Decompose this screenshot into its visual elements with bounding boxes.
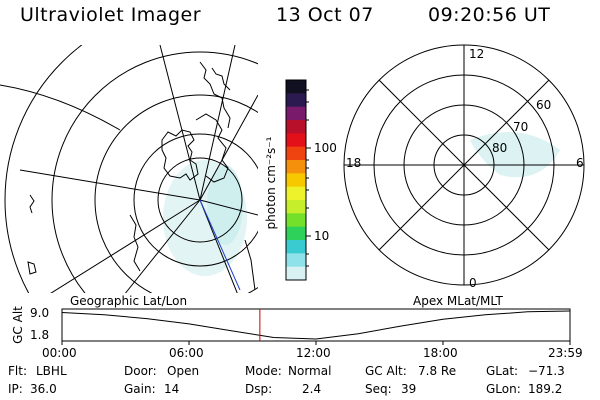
spacecraft-track — [199, 199, 241, 291]
status-label: GLon: — [486, 382, 521, 396]
mlat-label-70: 70 — [513, 120, 529, 134]
lat-circle — [4, 45, 83, 293]
meridian-line — [50, 199, 201, 293]
status-label: GLat: — [486, 364, 519, 378]
meridian-line — [159, 45, 201, 201]
colorbar-segment — [286, 240, 306, 254]
status-label: Dsp: — [245, 382, 273, 396]
colorbar-segment — [286, 253, 306, 268]
status-value: 14 — [164, 382, 180, 396]
status-value: 2.4 — [302, 382, 322, 396]
colorbar-segment — [286, 200, 306, 214]
magnetic-polar-plot — [343, 44, 585, 286]
colorbar-unit-label: photon cm⁻²s⁻¹ — [264, 136, 278, 230]
altitude-timeline — [61, 308, 571, 345]
altitude-curve — [61, 310, 571, 340]
meridian-line — [19, 169, 201, 201]
colorbar-segment — [286, 106, 306, 121]
timeline-xtick: 06:00 — [169, 346, 204, 360]
status-value: Normal — [288, 364, 332, 378]
mlt-label-0: 0 — [469, 276, 477, 290]
status-label: Flt: — [8, 364, 27, 378]
meridian-line — [124, 199, 201, 293]
colorbar-segment — [286, 120, 306, 134]
status-value: Open — [167, 364, 200, 378]
left-panel-label: Geographic Lat/Lon — [70, 294, 188, 308]
status-label: IP: — [8, 382, 23, 396]
status-label: Seq: — [365, 382, 392, 396]
timeline-y-label: GC Alt — [11, 306, 25, 344]
time-label: 09:20:56 UT — [428, 4, 551, 26]
mlt-label-6: 6 — [576, 156, 584, 170]
coastlines — [27, 61, 256, 291]
geographic-map — [0, 45, 258, 293]
status-value: 39 — [401, 382, 417, 396]
mlat-label-60: 60 — [536, 98, 552, 112]
meridian-line — [199, 94, 258, 201]
mlt-label-12: 12 — [469, 47, 485, 61]
colorbar-segment — [286, 146, 306, 161]
right-panel-label: Apex MLat/MLT — [413, 294, 503, 308]
lat-circle — [94, 94, 258, 293]
colorbar-tick-10: 10 — [314, 229, 330, 243]
lat-circle — [51, 51, 258, 293]
mlt-label-18: 18 — [346, 156, 362, 170]
status-value: 7.8 Re — [418, 364, 457, 378]
colorbar-segment — [286, 133, 306, 148]
date-label: 13 Oct 07 — [276, 4, 374, 26]
status-value: 36.0 — [30, 382, 57, 396]
timeline-ytick-low: 1.8 — [30, 328, 50, 342]
status-label: GC Alt: — [365, 364, 407, 378]
status-value: −71.3 — [528, 364, 565, 378]
aurora-oval — [470, 132, 560, 178]
status-value: 189.2 — [528, 382, 563, 396]
timeline-ytick-high: 9.0 — [30, 306, 50, 320]
status-label: Mode: — [245, 364, 282, 378]
timeline-xtick: 23:59 — [548, 346, 583, 360]
meridian-line — [199, 199, 238, 293]
timeline-xtick: 12:00 — [296, 346, 331, 360]
status-label: Door: — [124, 364, 157, 378]
colorbar-tick-100: 100 — [314, 141, 337, 155]
colorbar-segment — [286, 226, 306, 241]
colorbar-segment — [286, 93, 306, 108]
colorbar — [285, 79, 311, 281]
meridian-line — [199, 199, 258, 216]
timeline-xtick: 00:00 — [42, 346, 77, 360]
status-label: Gain: — [124, 382, 156, 396]
colorbar-segment — [286, 80, 306, 94]
timeline-xtick: 18:00 — [423, 346, 458, 360]
colorbar-segment — [286, 186, 306, 201]
colorbar-segment — [286, 173, 306, 188]
instrument-title: Ultraviolet Imager — [20, 4, 202, 26]
colorbar-segment — [286, 266, 306, 281]
lat-circle — [133, 133, 258, 267]
colorbar-segment — [286, 213, 306, 228]
status-value: LBHL — [36, 364, 67, 378]
lat-circle — [157, 157, 243, 243]
mlat-label-80: 80 — [492, 141, 508, 155]
colorbar-segment — [286, 160, 306, 174]
